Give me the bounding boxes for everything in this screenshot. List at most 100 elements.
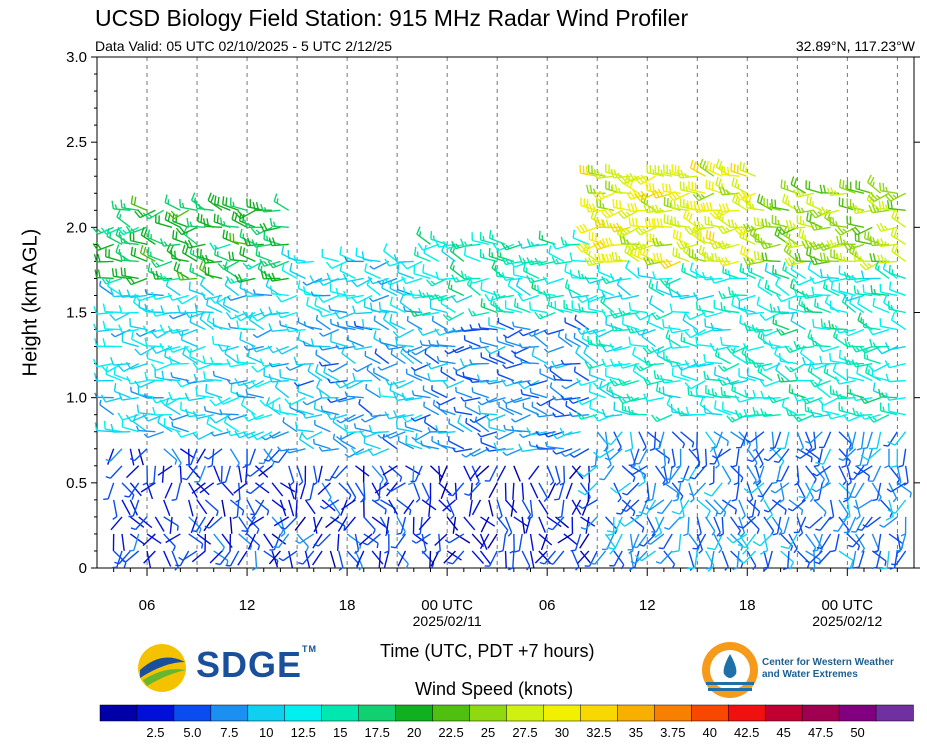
wind-barb <box>838 465 847 482</box>
wind-barb <box>271 362 289 368</box>
wind-barb-flag <box>601 308 607 317</box>
wind-barb-flag <box>151 291 157 300</box>
wind-barb <box>739 396 756 403</box>
wind-barb-flag <box>134 348 142 356</box>
wind-barb <box>883 516 898 528</box>
wind-barb-flag <box>596 216 599 222</box>
wind-barb-flag <box>833 242 838 247</box>
wind-barb <box>738 499 746 516</box>
wind-barb <box>374 352 390 365</box>
wind-barb <box>528 465 540 480</box>
wind-barb-flag <box>781 398 786 407</box>
wind-barb-flag <box>163 275 168 281</box>
wind-barb <box>233 482 248 494</box>
wind-barb-flag <box>474 416 478 422</box>
wind-barb <box>705 223 723 229</box>
wind-barb-flag <box>686 567 695 570</box>
wind-barb-flag <box>168 355 173 365</box>
wind-barb-flag <box>302 340 306 346</box>
wind-barb-flag <box>609 310 616 319</box>
wind-barb <box>163 550 172 567</box>
wind-barb <box>614 409 631 416</box>
wind-barb <box>415 533 431 544</box>
wind-barb <box>597 288 615 297</box>
wind-barb-flag <box>102 338 106 347</box>
wind-barb-flag <box>123 562 127 568</box>
wind-barb-flag <box>830 549 836 553</box>
wind-barb <box>565 448 581 458</box>
wind-barb-flag <box>651 238 656 247</box>
wind-barb-flag <box>878 200 882 209</box>
wind-barb-flag <box>598 190 606 198</box>
wind-barb-flag <box>875 194 881 199</box>
wind-barb <box>457 421 473 433</box>
wind-barb-flag <box>607 208 614 216</box>
wind-barb <box>446 499 455 516</box>
wind-barb-flag <box>172 230 175 239</box>
wind-barb-flag <box>610 389 615 398</box>
wind-barb-flag <box>100 394 107 403</box>
wind-barb <box>487 533 498 549</box>
wind-barb <box>338 482 352 496</box>
wind-barb <box>378 550 382 568</box>
wind-barb <box>858 550 865 568</box>
wind-barb <box>463 396 481 402</box>
wind-barb-flag <box>801 396 807 405</box>
wind-barb <box>421 344 439 348</box>
station-coordinates: 32.89°N, 117.23°W <box>795 38 915 54</box>
wind-barb <box>330 309 348 314</box>
wind-barb-flag <box>881 200 885 210</box>
wind-barb-flag <box>289 481 295 486</box>
wind-barb-flag <box>482 235 485 242</box>
wind-barb-flag <box>608 237 613 246</box>
wind-barb-flag <box>265 278 270 287</box>
wind-barb <box>246 345 264 351</box>
wind-barb-flag <box>647 360 651 366</box>
wind-barb <box>705 277 723 281</box>
wind-barb <box>279 499 287 517</box>
wind-barb-flag <box>116 209 121 218</box>
wind-barb-flag <box>164 211 168 220</box>
wind-barb-flag <box>878 388 882 398</box>
wind-barb-flag <box>170 372 173 378</box>
wind-barb-flag <box>640 174 648 182</box>
wind-barb-flag <box>628 471 634 476</box>
wind-barb-flag <box>593 170 598 179</box>
wind-barb-flag <box>834 190 838 195</box>
wind-barb-flag <box>529 387 532 393</box>
wind-barb <box>165 405 181 416</box>
wind-barb-flag <box>720 225 727 233</box>
wind-barb-flag <box>689 493 695 496</box>
wind-barb <box>447 243 464 250</box>
wind-barb-flag <box>245 490 251 495</box>
wind-barb <box>838 379 856 385</box>
wind-barb-flag <box>807 260 812 270</box>
wind-barb <box>680 294 698 300</box>
wind-barb-flag <box>618 520 626 527</box>
wind-barb <box>888 345 906 351</box>
wind-barb <box>224 465 232 483</box>
wind-barb-flag <box>505 244 510 250</box>
wind-barb-flag <box>885 186 888 192</box>
wind-barb <box>739 294 756 302</box>
wind-barb-flag <box>243 288 248 297</box>
colorbar-tick-label: 3.75 <box>660 725 685 740</box>
wind-barb-flag <box>598 380 603 389</box>
wind-barb <box>815 482 831 493</box>
wind-barb <box>189 321 206 331</box>
wind-barb-flag <box>527 332 533 337</box>
wind-barb-flag <box>408 509 412 516</box>
wind-barb-flag <box>642 347 650 355</box>
wind-barb <box>138 516 153 529</box>
wind-barb-flag <box>711 252 715 262</box>
wind-barb-flag <box>629 566 635 570</box>
wind-barb <box>378 482 382 500</box>
wind-barb-flag <box>609 358 615 367</box>
wind-barb-flag <box>268 323 273 332</box>
wind-barb <box>584 516 598 530</box>
wind-barb-flag <box>786 244 792 254</box>
wind-barb-flag <box>676 241 682 250</box>
wind-barb-flag <box>651 312 658 320</box>
wind-barb <box>780 550 794 563</box>
wind-barb <box>313 516 318 534</box>
